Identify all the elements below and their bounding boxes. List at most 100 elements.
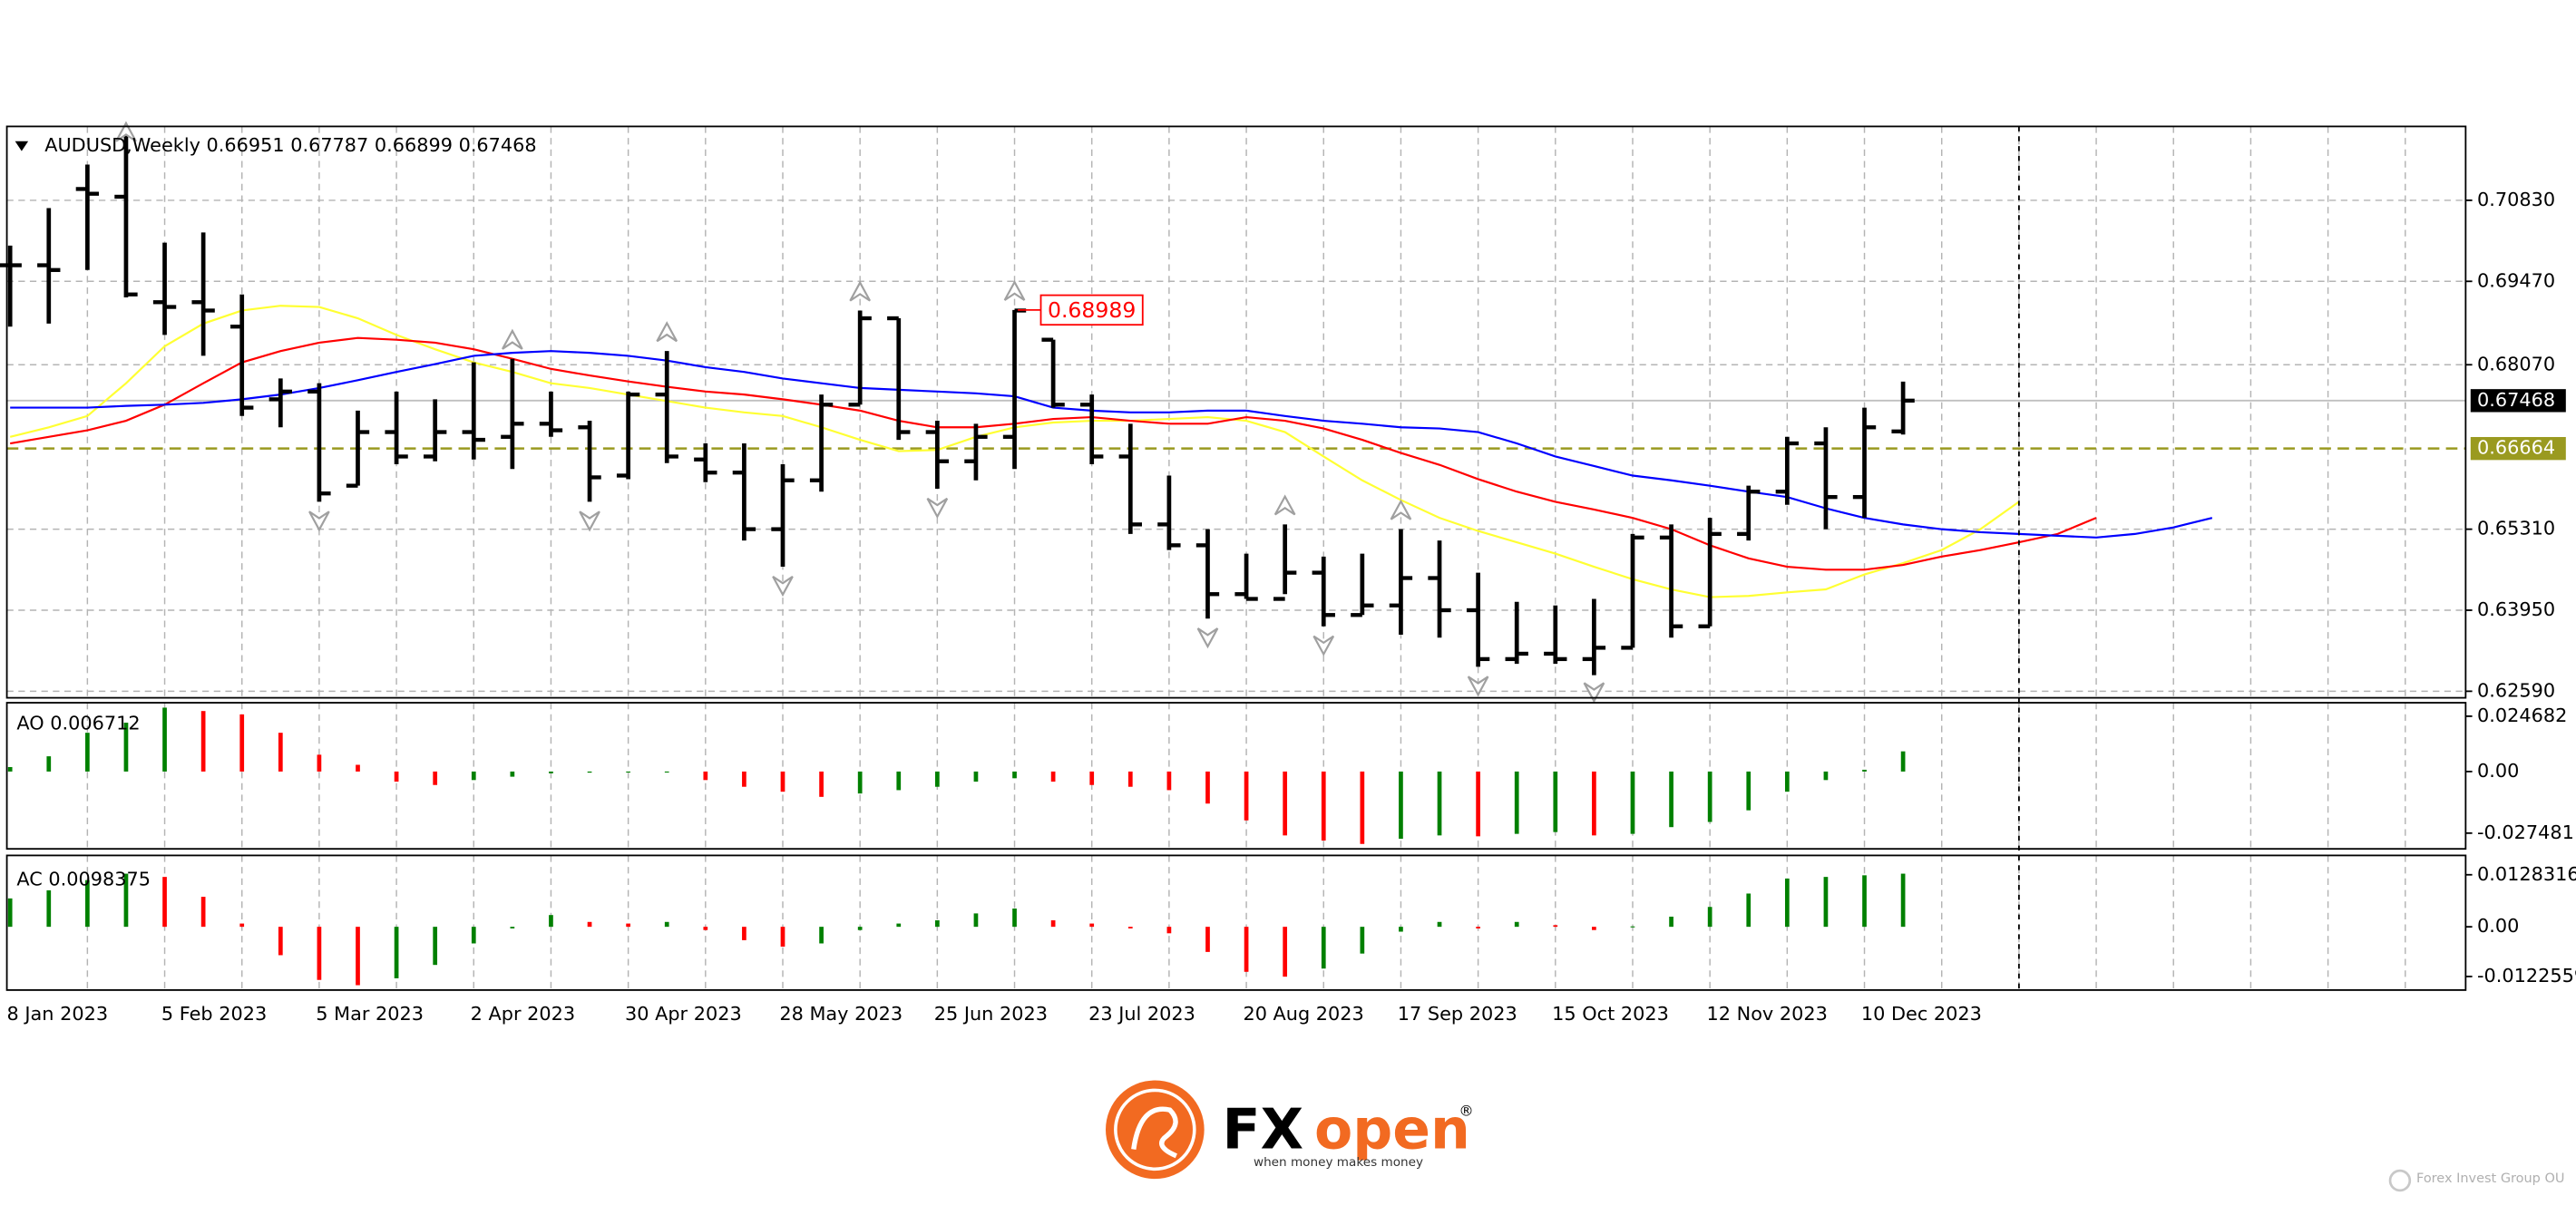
histogram-bar: [1360, 927, 1365, 954]
y-tick-label: 0.024682: [2477, 705, 2567, 726]
histogram-bar: [1514, 771, 1519, 834]
histogram-bar: [857, 927, 863, 930]
y-tick-label: 0.0128316: [2477, 863, 2576, 885]
logo: FX open ® when money makes money: [1106, 1080, 1474, 1180]
histogram-bar: [1862, 875, 1867, 928]
histogram-bar: [471, 927, 476, 944]
logo-registered: ®: [1459, 1102, 1473, 1119]
histogram-bar: [1823, 877, 1829, 928]
x-tick-label: 2 Apr 2023: [471, 1003, 575, 1025]
header: AUDUSD,Weekly 0.66951 0.67787 0.66899 0.…: [44, 134, 536, 156]
histogram-bar: [1089, 923, 1095, 928]
level-label-box: [2470, 436, 2566, 461]
histogram-bar: [1707, 771, 1712, 822]
histogram-bar: [819, 771, 824, 797]
histogram-bar: [1707, 907, 1712, 928]
histogram-bar: [780, 927, 785, 948]
histogram-bar: [1437, 921, 1442, 928]
histogram-bar: [1862, 769, 1867, 772]
histogram-bar: [1321, 771, 1326, 841]
histogram-bar: [1592, 927, 1596, 930]
histogram-bar: [278, 927, 283, 956]
histogram-bar: [1050, 771, 1056, 782]
histogram-bar: [1205, 927, 1210, 952]
histogram-bar: [510, 771, 515, 777]
y-tick-label: 0.65310: [2477, 518, 2555, 539]
histogram-bar: [123, 873, 129, 928]
histogram-bar: [356, 927, 360, 986]
histogram-bar: [1166, 771, 1172, 791]
histogram-bar: [317, 754, 322, 772]
x-tick-label: 25 Jun 2023: [934, 1003, 1048, 1025]
histogram-bar: [394, 927, 399, 978]
annotation-label: 0.68989: [1048, 297, 1136, 323]
x-tick-label: 5 Feb 2023: [161, 1003, 267, 1025]
x-tick-label: 8 Jan 2023: [7, 1003, 109, 1025]
x-tick-label: 12 Nov 2023: [1707, 1003, 1828, 1025]
histogram-bar: [703, 927, 708, 930]
histogram-bar: [742, 927, 746, 940]
fractal-up: [1390, 499, 1412, 520]
fractal-down: [1583, 682, 1605, 704]
moving-average: [10, 350, 2213, 539]
histogram-bar: [1399, 771, 1403, 840]
histogram-bar: [857, 771, 863, 794]
histogram-bar: [1514, 921, 1519, 928]
fractal-down: [772, 575, 794, 598]
level-label: 0.67468: [2477, 389, 2555, 411]
histogram-bar: [1127, 771, 1133, 787]
annotation-box: [1039, 294, 1144, 326]
histogram-bar: [200, 711, 206, 772]
plot-layer: 0.70830 0.69470 0.68070 0.65310 0.63950 0.625…: [0, 121, 2576, 1025]
histogram-bar: [1127, 927, 1133, 928]
fractal-down: [1312, 635, 1335, 656]
histogram-bar: [46, 889, 52, 928]
y-tick-label: 0.62590: [2477, 679, 2555, 701]
x-tick-label: 20 Aug 2023: [1243, 1003, 1363, 1025]
ac-label: AC 0.0098375: [16, 869, 151, 890]
logo-icon: [1131, 1106, 1178, 1159]
histogram-bar: [1900, 873, 1906, 928]
histogram-bar: [200, 897, 206, 928]
histogram-bar: [1784, 878, 1790, 928]
histogram-bar: [587, 771, 592, 773]
histogram-bar: [433, 771, 438, 785]
y-tick-label: 0.00: [2477, 760, 2519, 782]
x-tick-label: 10 Dec 2023: [1861, 1003, 1982, 1025]
y-tick-label: 0.68070: [2477, 353, 2555, 374]
ac-panel-border: [5, 854, 2467, 991]
histogram-bar: [896, 771, 902, 791]
fractal-up: [1003, 279, 1026, 301]
y-tick-label: 0.70830: [2477, 189, 2555, 210]
y-tick-label: -0.0122559: [2477, 965, 2576, 987]
histogram-bar: [1746, 893, 1751, 928]
company: Forex Invest Group OU: [2416, 1171, 2564, 1186]
logo-tagline: when money makes money: [1254, 1155, 1423, 1170]
logo-fx: FX: [1223, 1097, 1304, 1162]
histogram-bar: [1553, 771, 1558, 832]
x-tick-label: 17 Sep 2023: [1398, 1003, 1517, 1025]
fractal-down: [1467, 676, 1489, 697]
histogram-bar: [626, 923, 630, 928]
ao-panel-border: [5, 702, 2467, 850]
histogram-bar: [1630, 926, 1635, 928]
histogram-bar: [742, 771, 746, 787]
histogram-bar: [1553, 925, 1558, 928]
fractal-down: [1196, 627, 1219, 649]
histogram-bar: [1669, 771, 1673, 828]
histogram-bar: [703, 771, 708, 781]
histogram-bar: [1476, 771, 1480, 837]
fractal-up: [656, 321, 678, 343]
histogram-bar: [819, 927, 824, 944]
y-tick-label: 0.69470: [2477, 269, 2555, 291]
histogram-bar: [1360, 771, 1365, 844]
level-label-box: [2470, 389, 2566, 413]
histogram-bar: [433, 927, 438, 966]
histogram-bar: [1900, 751, 1906, 772]
moving-average: [10, 336, 2097, 571]
histogram-bar: [587, 921, 592, 928]
histogram-bar: [1050, 919, 1056, 928]
y-tick-label: 0.00: [2477, 915, 2519, 937]
header-arrow: [15, 141, 29, 151]
